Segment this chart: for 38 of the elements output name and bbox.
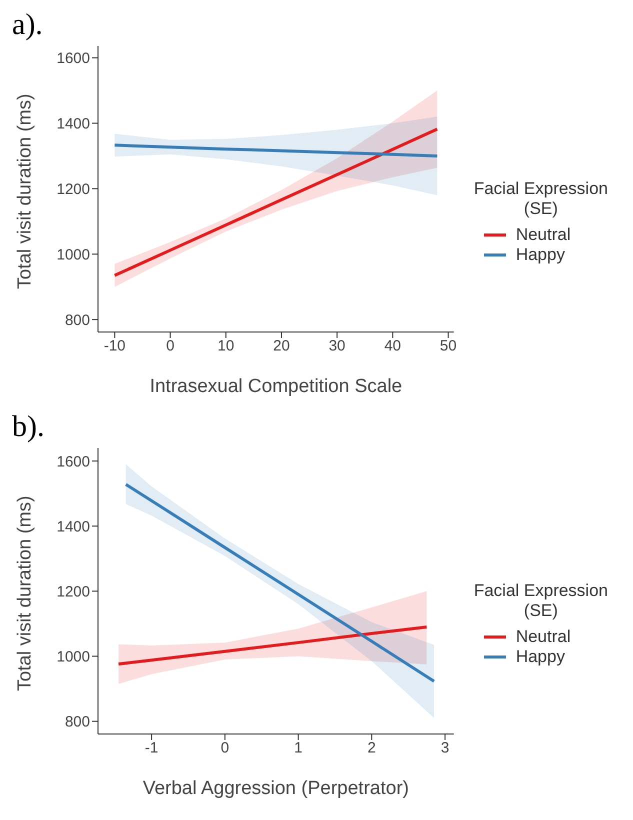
y-tick-label: 1200: [56, 181, 90, 198]
x-tick-label: 10: [218, 338, 234, 355]
chart-title: b).: [12, 410, 46, 444]
y-axis-title: Total visit duration (ms): [14, 94, 36, 289]
x-tick-label: 40: [384, 338, 402, 355]
x-axis-title: Verbal Aggression (Perpetrator): [142, 778, 409, 799]
x-tick-label: 0: [220, 740, 230, 757]
x-tick-label: 20: [273, 338, 290, 355]
chart-title: a).: [12, 8, 44, 42]
y-tick-label: 800: [64, 714, 90, 731]
x-tick-label: 1: [294, 740, 302, 757]
line-series: [113, 144, 439, 158]
x-tick-label: 2: [367, 740, 376, 757]
x-tick-label: -1: [144, 740, 158, 757]
x-axis-title: Intrasexual Competition Scale: [150, 376, 402, 397]
line-series: [124, 482, 436, 683]
legend-label: Happy: [516, 647, 565, 667]
y-tick-label: 1600: [56, 50, 90, 68]
y-tick-label: 800: [64, 312, 90, 329]
y-tick-label: 1400: [56, 116, 90, 133]
x-tick-label: 3: [440, 740, 450, 757]
y-tick-label: 1000: [56, 246, 90, 264]
y-tick-label: 1400: [56, 518, 90, 536]
legend-title: Facial Expression (SE): [474, 179, 608, 219]
x-tick-label: 30: [328, 338, 346, 355]
legend-label: Neutral: [516, 627, 571, 647]
x-tick-label: 50: [440, 338, 457, 355]
y-tick-label: 1600: [56, 453, 90, 470]
legend-title: Facial Expression (SE): [474, 581, 608, 621]
x-tick-label: -10: [104, 338, 126, 355]
line-series: [117, 625, 428, 666]
y-tick-label: 1200: [56, 583, 90, 600]
x-tick-label: 0: [166, 338, 174, 355]
y-tick-label: 1000: [56, 648, 90, 666]
y-axis-title: Total visit duration (ms): [14, 496, 36, 691]
line-series: [113, 128, 439, 277]
legend-label: Neutral: [516, 225, 571, 245]
legend-label: Happy: [516, 245, 565, 265]
